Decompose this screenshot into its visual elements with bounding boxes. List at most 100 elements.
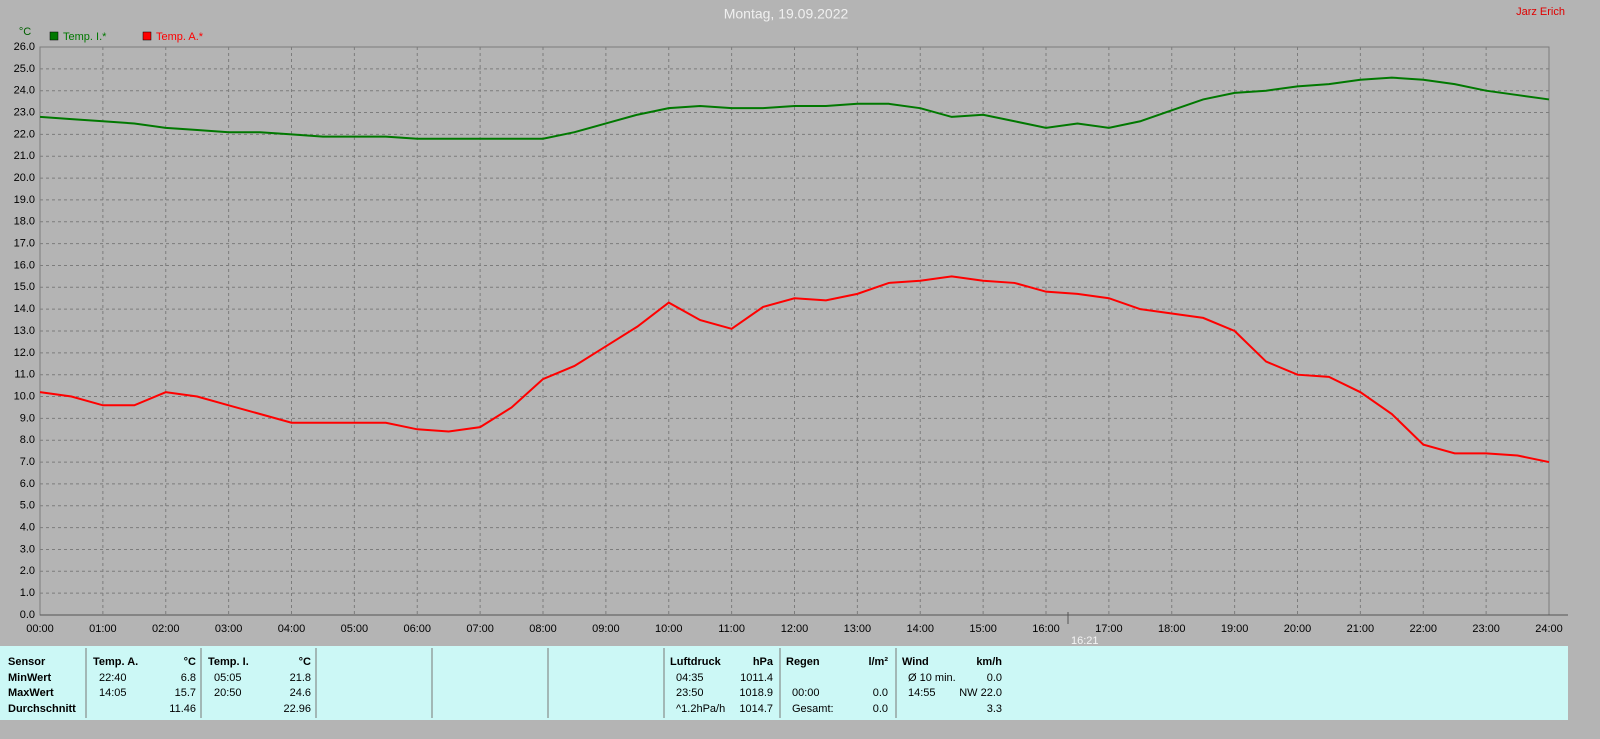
row-label: Durchschnitt <box>8 703 76 715</box>
cell-value: 0.0 <box>873 687 888 699</box>
x-tick-label: 19:00 <box>1221 623 1249 635</box>
group-unit: °C <box>299 656 311 668</box>
group-unit: l/m² <box>868 656 888 668</box>
y-tick-label: 3.0 <box>20 543 35 555</box>
y-tick-label: 17.0 <box>14 238 35 250</box>
x-tick-label: 01:00 <box>89 623 117 635</box>
y-tick-label: 19.0 <box>14 194 35 206</box>
cell-value: 3.3 <box>987 703 1002 715</box>
cell-value: 0.0 <box>873 703 888 715</box>
x-tick-label: 18:00 <box>1158 623 1186 635</box>
x-tick-label: 12:00 <box>781 623 809 635</box>
x-tick-label: 05:00 <box>341 623 369 635</box>
x-tick-label: 16:00 <box>1032 623 1060 635</box>
y-tick-label: 21.0 <box>14 150 35 162</box>
x-tick-label: 00:00 <box>26 623 54 635</box>
series-line <box>39 76 1550 140</box>
cell-time: 04:35 <box>676 672 704 684</box>
row-label: MinWert <box>8 672 52 684</box>
cell-value: 0.0 <box>987 672 1002 684</box>
y-tick-label: 24.0 <box>14 85 35 97</box>
x-tick-label: 22:00 <box>1409 623 1437 635</box>
cell-value: 1014.7 <box>739 703 773 715</box>
x-tick-label: 21:00 <box>1347 623 1375 635</box>
legend-label: Temp. I.* <box>63 31 107 43</box>
y-tick-label: 6.0 <box>20 478 35 490</box>
row-label: Sensor <box>8 656 46 668</box>
cell-time: Gesamt: <box>792 703 834 715</box>
x-tick-label: 08:00 <box>529 623 557 635</box>
author: Jarz Erich <box>1516 6 1565 18</box>
cell-time: ^1.2hPa/h <box>676 703 725 715</box>
cell-value: 6.8 <box>181 672 196 684</box>
x-tick-label: 14:00 <box>906 623 934 635</box>
series-line <box>39 275 1550 464</box>
cell-value: NW 22.0 <box>959 687 1002 699</box>
x-tick-label: 09:00 <box>592 623 620 635</box>
y-tick-label: 7.0 <box>20 456 35 468</box>
cell-time: 20:50 <box>214 687 242 699</box>
x-tick-label: 15:00 <box>969 623 997 635</box>
group-header: Regen <box>786 656 820 668</box>
group-unit: °C <box>184 656 196 668</box>
y-tick-label: 20.0 <box>14 172 35 184</box>
y-tick-label: 11.0 <box>14 369 35 381</box>
x-tick-label: 03:00 <box>215 623 243 635</box>
x-tick-label: 07:00 <box>466 623 494 635</box>
cell-time: 14:05 <box>99 687 127 699</box>
cell-time: 00:00 <box>792 687 820 699</box>
legend-swatch <box>49 31 59 41</box>
x-tick-label: 11:00 <box>718 623 745 635</box>
y-tick-label: 2.0 <box>20 565 35 577</box>
time-marker-label: 16:21 <box>1071 635 1099 647</box>
chart-title: Montag, 19.09.2022 <box>724 6 849 22</box>
cell-value: 11.46 <box>169 703 196 715</box>
legend-label: Temp. A.* <box>156 31 204 43</box>
x-tick-label: 20:00 <box>1284 623 1312 635</box>
y-tick-label: 12.0 <box>14 347 35 359</box>
y-tick-label: 25.0 <box>14 63 35 75</box>
cell-value: 21.8 <box>290 672 311 684</box>
cell-value: 24.6 <box>290 687 311 699</box>
cell-value: 1018.9 <box>739 687 773 699</box>
y-tick-label: 14.0 <box>14 303 35 315</box>
x-tick-label: 02:00 <box>152 623 180 635</box>
cell-value: 1011.4 <box>740 672 773 684</box>
y-tick-label: 22.0 <box>14 128 35 140</box>
x-tick-label: 13:00 <box>844 623 872 635</box>
row-label: MaxWert <box>8 687 54 699</box>
x-tick-label: 23:00 <box>1472 623 1500 635</box>
y-tick-label: 8.0 <box>20 434 35 446</box>
x-tick-label: 10:00 <box>655 623 683 635</box>
y-axis-label: °C <box>19 26 31 38</box>
group-unit: km/h <box>976 656 1002 668</box>
y-tick-label: 1.0 <box>20 587 35 599</box>
cell-value: 22.96 <box>283 703 311 715</box>
group-unit: hPa <box>753 656 774 668</box>
cell-time: 22:40 <box>99 672 127 684</box>
cell-time: 05:05 <box>214 672 242 684</box>
x-tick-label: 24:00 <box>1535 623 1563 635</box>
y-tick-label: 5.0 <box>20 500 35 512</box>
group-header: Temp. I. <box>208 656 249 668</box>
group-header: Wind <box>902 656 929 668</box>
y-tick-label: 13.0 <box>14 325 35 337</box>
y-tick-label: 0.0 <box>20 609 35 621</box>
y-tick-label: 15.0 <box>14 281 35 293</box>
x-tick-label: 06:00 <box>403 623 431 635</box>
cell-time: Ø 10 min. <box>908 672 956 684</box>
stats-panel <box>0 646 1568 720</box>
cell-time: 14:55 <box>908 687 936 699</box>
group-header: Luftdruck <box>670 656 722 668</box>
y-tick-label: 4.0 <box>20 522 35 534</box>
cell-time: 23:50 <box>676 687 704 699</box>
y-tick-label: 26.0 <box>14 41 35 53</box>
y-tick-label: 23.0 <box>14 106 35 118</box>
x-tick-label: 17:00 <box>1095 623 1123 635</box>
legend-swatch <box>142 31 152 41</box>
group-header: Temp. A. <box>93 656 138 668</box>
y-tick-label: 10.0 <box>14 390 35 402</box>
